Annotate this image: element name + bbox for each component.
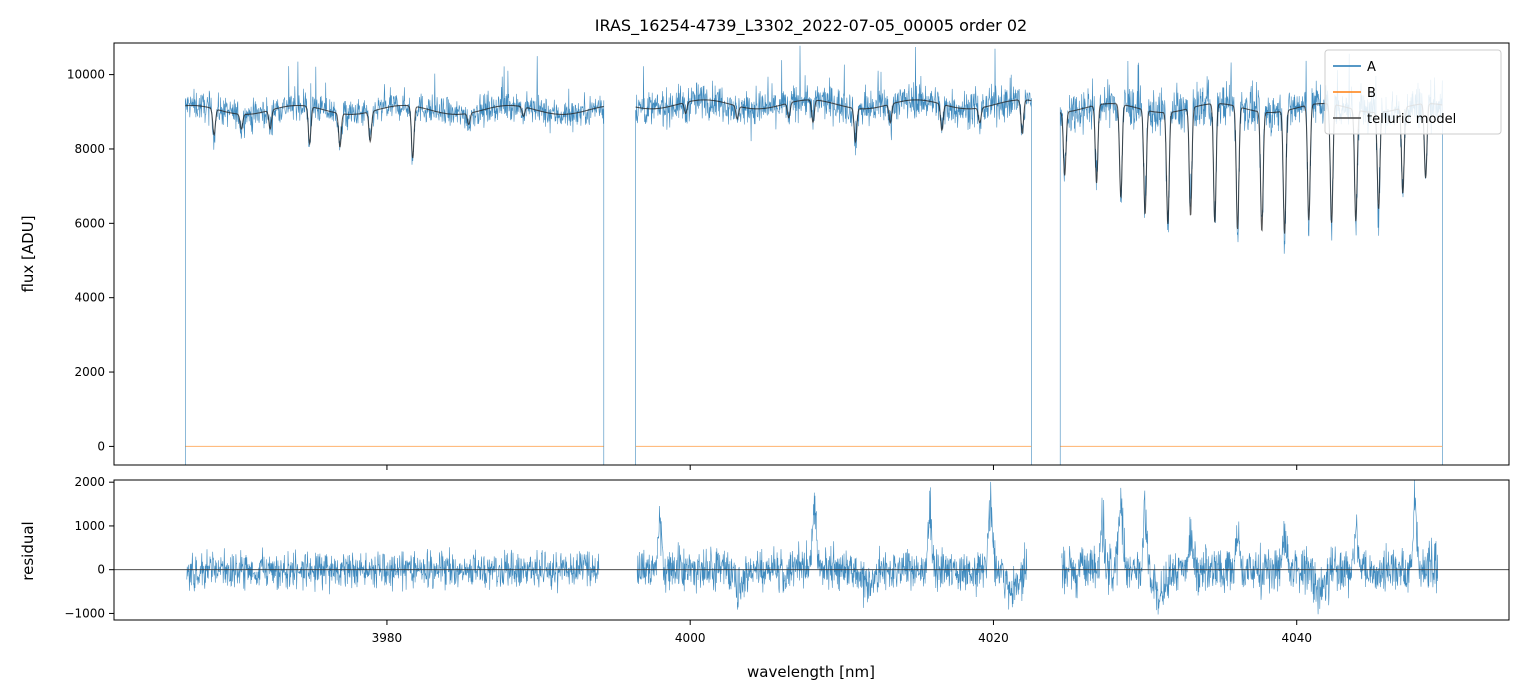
residual-ylabel: residual [19, 521, 37, 580]
telluric-model-segment-1 [635, 99, 1032, 144]
residual-segment-2 [1061, 479, 1438, 615]
residual-segment-0 [186, 547, 600, 595]
flux-ylabel: flux [ADU] [19, 215, 37, 292]
flux-ytick-label: 8000 [74, 142, 105, 156]
residual-data [114, 479, 1509, 615]
legend: A B telluric model [1324, 49, 1502, 135]
chart-title: IRAS_16254-4739_L3302_2022-07-05_00005 o… [595, 16, 1027, 36]
flux-ytick-label: 2000 [74, 365, 105, 379]
residual-segment-1 [636, 481, 1028, 610]
telluric-model-segment-2 [1059, 103, 1443, 234]
flux-ytick-label: 0 [97, 439, 105, 453]
legend-label-model: telluric model [1367, 112, 1456, 127]
residual-ytick-label: −1000 [64, 606, 105, 620]
series-a-segment-1 [635, 45, 1032, 465]
flux-ytick-label: 4000 [74, 291, 105, 305]
residual-ytick-label: 1000 [74, 519, 105, 533]
residual-ytick-label: 0 [97, 563, 105, 577]
x-tick-label: 4040 [1281, 631, 1312, 645]
residual-ytick-label: 2000 [74, 475, 105, 489]
x-axis-label: wavelength [nm] [747, 663, 875, 681]
x-tick-label: 3980 [372, 631, 403, 645]
residual-ticks: −1000 0 1000 2000 3980 4000 4020 4040 [64, 475, 1312, 645]
flux-ticks: 0 2000 4000 6000 8000 10000 [67, 68, 1298, 470]
telluric-model-segment-0 [185, 104, 604, 159]
legend-label-a: A [1367, 60, 1376, 75]
flux-data [185, 45, 1443, 465]
flux-ytick-label: 6000 [74, 216, 105, 230]
x-tick-label: 4000 [675, 631, 706, 645]
residual-axes-frame [113, 479, 1510, 621]
legend-label-b: B [1367, 86, 1376, 101]
flux-panel: 0 2000 4000 6000 8000 10000 flux [ADU] A B te… [19, 42, 1510, 470]
x-tick-label: 4020 [978, 631, 1009, 645]
flux-ytick-label: 10000 [67, 68, 105, 82]
flux-axes-frame [113, 42, 1510, 466]
legend-box [1324, 49, 1502, 135]
